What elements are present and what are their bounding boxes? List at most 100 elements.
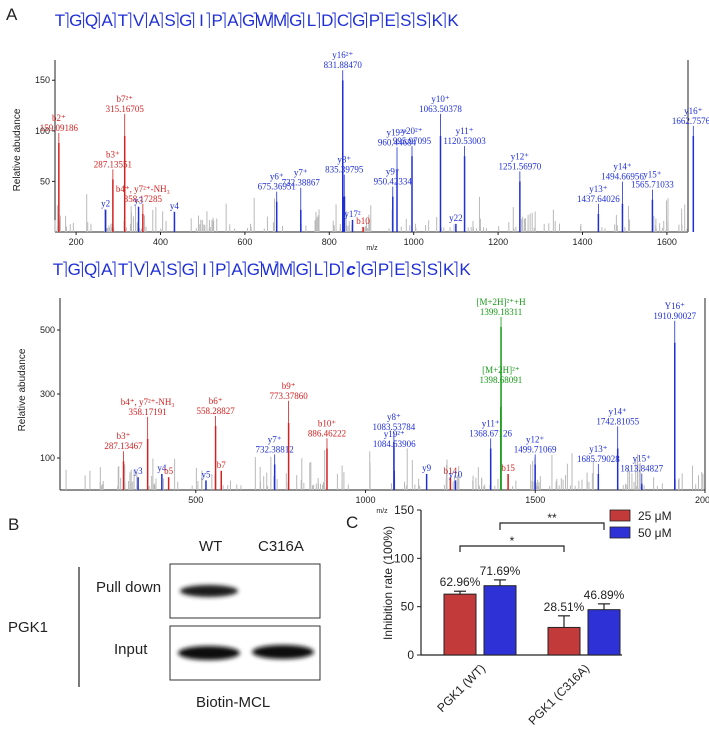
seq1-residue: C (337, 11, 349, 30)
spec2-peak-mz: 1368.67126 (469, 428, 512, 438)
barc-category-label: PGK1 (WT) (434, 661, 488, 715)
seq2-residue: S (410, 260, 421, 279)
spec1-peak-mz: 831.88470 (324, 60, 363, 70)
seq1-residue: G (352, 11, 365, 30)
spec1-peak-label: y4 (170, 201, 180, 211)
spec1-peak-label: y2 (101, 199, 110, 209)
spec1-peak-mz: 315.16705 (106, 104, 145, 114)
spec1-peak-mz: 732.38867 (282, 178, 321, 188)
seq1-cleavage-mark (442, 12, 446, 28)
seq2-cleavage-mark (128, 261, 132, 277)
spec2-peak-mz: 558.28827 (196, 406, 235, 416)
spec1-peak-label: y10⁺ (431, 94, 450, 104)
spec1-peak-mz: 960.44684 (378, 137, 417, 147)
spec2-ylabel: Relative abudance (17, 348, 28, 431)
spec1-xtick-label: 800 (322, 237, 337, 247)
spec1-peak-mz: 1494.66956 (601, 172, 644, 182)
spec2-peak-label: b10⁺ (318, 418, 337, 428)
spec2-peak-label: b7 (217, 460, 227, 470)
spec2-xtick-label: 1000 (356, 495, 376, 505)
band-input-wt (178, 646, 240, 660)
spec1-xtick-label: 1200 (488, 237, 508, 247)
spec2-xlabel: m/z (376, 508, 388, 515)
col-label-c316a: C316A (258, 538, 304, 555)
spec1-peak-label: b2⁺ (52, 113, 66, 123)
spec2-peak-label: b6⁺ (209, 396, 223, 406)
spec2-xtick-label: 500 (188, 495, 203, 505)
bar-value-label: 46.89% (584, 588, 625, 602)
spec1-xtick-label: 600 (237, 237, 252, 247)
seq2-cleavage-mark (242, 261, 246, 277)
spec1-peak-mz: 1251.56970 (498, 161, 541, 171)
spec2-peak-mz: 773.37860 (269, 391, 308, 401)
seq1-cleavage-mark (80, 12, 85, 28)
spec1-peak-mz: 1120.53003 (443, 136, 486, 146)
spec2-peak-mz: 287.13467 (104, 441, 143, 451)
spec1-peak-label: y16⁺ (684, 106, 703, 116)
seq2-residue: S (427, 260, 438, 279)
spec2-peak-label: y4 (157, 463, 167, 473)
seq2-cleavage-mark (193, 261, 197, 277)
spec1-ytick-label: 150 (35, 75, 50, 85)
spec2-peak-mz: 1910.90027 (653, 311, 696, 321)
seq2-cleavage-mark (79, 261, 83, 277)
band-input-c316a (252, 645, 314, 659)
barc-legend: 25 μM 50 μM (609, 509, 672, 540)
seq1-residue: G (289, 11, 302, 30)
seq2-residue: W (262, 260, 278, 279)
spec1-peak-mz: 675.36951 (258, 182, 296, 192)
spec1-xlabel: m/z (366, 245, 378, 252)
seq2-cleavage-mark (421, 261, 425, 277)
blot-footer-label: Biotin-MCL (196, 694, 270, 711)
spec2-peak-label: y7⁺ (268, 434, 282, 444)
seq2-residue: G (247, 260, 260, 279)
spec2-peak-label: y10 (449, 469, 463, 479)
seq2-residue: A (150, 260, 162, 279)
spec2-peak-label: b5 (164, 466, 174, 476)
spec2-peak-label: y14⁺ (609, 406, 628, 416)
seq1-residue: T (118, 11, 128, 30)
seq1-cleavage-mark (426, 12, 430, 28)
spec1-peak-label: y19²⁺ (387, 127, 408, 137)
spec1-peak-label: y12⁺ (511, 151, 530, 161)
seq1-cleavage-mark (284, 12, 289, 28)
spec1-peak-label: y9⁺ (386, 167, 400, 177)
seq2-residue: I (202, 260, 207, 279)
spec1-peak-mz: 1437.64026 (577, 194, 620, 204)
seq1-residue: G (69, 11, 82, 30)
panel-c-letter: C (346, 513, 358, 532)
seq1-residue: S (400, 11, 411, 30)
bar-c316a-50um (587, 609, 621, 656)
seq1-cleavage-mark (159, 12, 163, 28)
spec1-xtick-label: 200 (69, 237, 84, 247)
seq2-cleavage-mark (177, 261, 181, 277)
seq2-residue: D (329, 260, 341, 279)
seq2-cleavage-mark (405, 261, 409, 277)
spec1-ytick-label: 50 (40, 176, 50, 186)
seq2-cleavage-mark (453, 261, 458, 277)
seq1-cleavage-mark (143, 12, 147, 28)
barc-category-label: PGK1 (C316A) (526, 661, 593, 728)
sig-label-50um: ** (547, 511, 557, 525)
spec1-peak-label: y16²⁺ (332, 50, 353, 60)
inhibition-bar-chart: Inhibition rate (100%) 0 50 100 150 62.96%71… (381, 503, 625, 728)
spec1-ytick-label: 100 (35, 126, 50, 136)
spec2-peak-label: y15⁺ (633, 454, 652, 464)
seq2-cleavage-mark (225, 261, 230, 277)
seq2-cleavage-mark (160, 261, 165, 277)
seq2-cleavage-mark (356, 261, 360, 277)
seq1-cleavage-mark (64, 12, 69, 28)
spec1-xtick-label: 1600 (657, 237, 677, 247)
spec2-peak-label: b4⁺, y7²⁺-NH₃ (121, 397, 175, 407)
seq1-residue: K (432, 11, 444, 30)
spec2-xtick-label: 2000 (695, 495, 709, 505)
spec2-peak-label: b15 (501, 463, 515, 473)
legend-label-50: 50 μM (638, 526, 672, 540)
bar-c316a-25um (547, 626, 581, 656)
seq1-residue: M (273, 11, 287, 30)
spec1-peak-label: b3⁺ (106, 149, 120, 159)
seq2-residue: V (134, 260, 146, 279)
row-label-input: Input (114, 641, 148, 658)
barc-ylabel: Inhibition rate (100%) (381, 526, 395, 640)
